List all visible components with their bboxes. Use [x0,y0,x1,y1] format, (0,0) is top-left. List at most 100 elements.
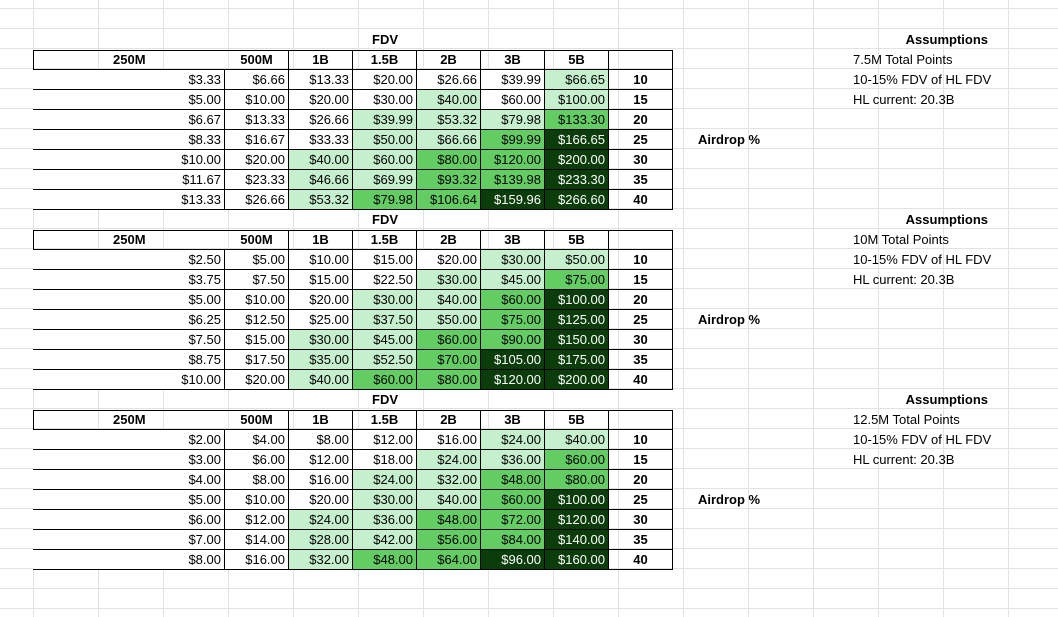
airdrop-percent-cell[interactable]: 15 [609,270,673,290]
value-cell[interactable]: $90.00 [481,330,545,350]
column-header-1-5b[interactable]: 1.5B [353,230,417,250]
value-cell[interactable]: $175.00 [545,350,609,370]
airdrop-percent-cell[interactable]: 10 [609,250,673,270]
value-cell[interactable]: $45.00 [353,330,417,350]
value-cell[interactable]: $32.00 [289,550,353,570]
value-cell[interactable]: $33.33 [289,130,353,150]
value-cell[interactable]: $93.32 [417,170,481,190]
value-cell[interactable]: $3.75 [33,270,225,290]
value-cell[interactable]: $80.00 [417,370,481,390]
airdrop-percent-cell[interactable]: 25 [609,490,673,510]
value-cell[interactable]: $30.00 [353,290,417,310]
value-cell[interactable]: $6.66 [225,70,289,90]
column-header-empty[interactable] [609,50,673,70]
value-cell[interactable]: $32.00 [417,470,481,490]
value-cell[interactable]: $22.50 [353,270,417,290]
value-cell[interactable]: $80.00 [417,150,481,170]
column-header-500m[interactable]: 500M [225,50,289,70]
value-cell[interactable]: $45.00 [481,270,545,290]
value-cell[interactable]: $26.66 [417,70,481,90]
airdrop-percent-cell[interactable]: 40 [609,190,673,210]
airdrop-percent-cell[interactable]: 25 [609,130,673,150]
airdrop-percent-cell[interactable]: 20 [609,290,673,310]
value-cell[interactable]: $159.96 [481,190,545,210]
value-cell[interactable]: $20.00 [289,290,353,310]
value-cell[interactable]: $53.32 [289,190,353,210]
value-cell[interactable]: $4.00 [225,430,289,450]
value-cell[interactable]: $16.00 [225,550,289,570]
value-cell[interactable]: $166.65 [545,130,609,150]
column-header-1b[interactable]: 1B [289,410,353,430]
value-cell[interactable]: $106.64 [417,190,481,210]
column-header-1b[interactable]: 1B [289,230,353,250]
value-cell[interactable]: $60.00 [353,150,417,170]
value-cell[interactable]: $11.67 [33,170,225,190]
value-cell[interactable]: $10.00 [289,250,353,270]
value-cell[interactable]: $24.00 [353,470,417,490]
value-cell[interactable]: $24.00 [289,510,353,530]
value-cell[interactable]: $16.00 [417,430,481,450]
value-cell[interactable]: $7.50 [225,270,289,290]
value-cell[interactable]: $133.30 [545,110,609,130]
value-cell[interactable]: $8.75 [33,350,225,370]
value-cell[interactable]: $40.00 [417,90,481,110]
value-cell[interactable]: $6.25 [33,310,225,330]
value-cell[interactable]: $25.00 [289,310,353,330]
value-cell[interactable]: $4.00 [33,470,225,490]
value-cell[interactable]: $26.66 [225,190,289,210]
value-cell[interactable]: $7.50 [33,330,225,350]
value-cell[interactable]: $12.50 [225,310,289,330]
value-cell[interactable]: $120.00 [481,370,545,390]
value-cell[interactable]: $120.00 [481,150,545,170]
column-header-500m[interactable]: 500M [225,230,289,250]
value-cell[interactable]: $13.33 [289,70,353,90]
value-cell[interactable]: $60.00 [481,290,545,310]
value-cell[interactable]: $2.00 [33,430,225,450]
value-cell[interactable]: $5.00 [225,250,289,270]
value-cell[interactable]: $3.33 [33,70,225,90]
value-cell[interactable]: $6.00 [225,450,289,470]
value-cell[interactable]: $15.00 [353,250,417,270]
column-header-3b[interactable]: 3B [481,230,545,250]
value-cell[interactable]: $96.00 [481,550,545,570]
value-cell[interactable]: $40.00 [289,150,353,170]
column-header-1b[interactable]: 1B [289,50,353,70]
column-header-1-5b[interactable]: 1.5B [353,50,417,70]
value-cell[interactable]: $84.00 [481,530,545,550]
value-cell[interactable]: $100.00 [545,90,609,110]
column-header-250m[interactable]: 250M [33,50,225,70]
value-cell[interactable]: $48.00 [353,550,417,570]
value-cell[interactable]: $69.99 [353,170,417,190]
value-cell[interactable]: $200.00 [545,370,609,390]
value-cell[interactable]: $66.65 [545,70,609,90]
value-cell[interactable]: $50.00 [545,250,609,270]
airdrop-percent-cell[interactable]: 10 [609,430,673,450]
value-cell[interactable]: $12.00 [353,430,417,450]
value-cell[interactable]: $60.00 [481,90,545,110]
value-cell[interactable]: $10.00 [225,490,289,510]
value-cell[interactable]: $16.00 [289,470,353,490]
value-cell[interactable]: $40.00 [417,290,481,310]
value-cell[interactable]: $13.33 [225,110,289,130]
value-cell[interactable]: $8.00 [289,430,353,450]
value-cell[interactable]: $13.33 [33,190,225,210]
value-cell[interactable]: $50.00 [417,310,481,330]
value-cell[interactable]: $100.00 [545,490,609,510]
value-cell[interactable]: $60.00 [481,490,545,510]
column-header-3b[interactable]: 3B [481,410,545,430]
value-cell[interactable]: $6.00 [33,510,225,530]
column-header-5b[interactable]: 5B [545,230,609,250]
value-cell[interactable]: $79.98 [353,190,417,210]
value-cell[interactable]: $28.00 [289,530,353,550]
value-cell[interactable]: $10.00 [33,150,225,170]
value-cell[interactable]: $48.00 [481,470,545,490]
airdrop-percent-cell[interactable]: 15 [609,90,673,110]
value-cell[interactable]: $233.30 [545,170,609,190]
value-cell[interactable]: $30.00 [481,250,545,270]
value-cell[interactable]: $36.00 [481,450,545,470]
value-cell[interactable]: $72.00 [481,510,545,530]
value-cell[interactable]: $200.00 [545,150,609,170]
value-cell[interactable]: $20.00 [289,490,353,510]
airdrop-percent-cell[interactable]: 25 [609,310,673,330]
value-cell[interactable]: $125.00 [545,310,609,330]
